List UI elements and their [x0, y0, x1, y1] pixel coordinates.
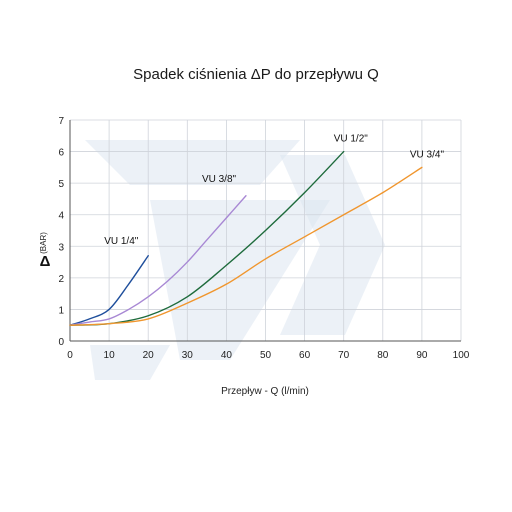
y-tick-label: 3	[58, 242, 64, 253]
y-tick-label: 7	[58, 116, 64, 127]
x-tick-label: 100	[453, 350, 470, 361]
series-label: VU 3/4"	[410, 149, 445, 160]
x-tick-label: 60	[299, 350, 311, 361]
x-tick-label: 10	[104, 350, 116, 361]
y-tick-label: 0	[58, 337, 64, 348]
series-line	[69, 166, 423, 326]
x-tick-label: 20	[143, 350, 155, 361]
series-label: VU 3/8"	[202, 174, 237, 185]
x-tick-label: 30	[182, 350, 194, 361]
y-tick-label: 6	[58, 148, 64, 159]
x-tick-label: 80	[377, 350, 389, 361]
y-tick-label: 1	[58, 305, 64, 316]
series-line	[69, 255, 149, 326]
chart-title: Spadek ciśnienia ΔP do przepływu Q	[133, 66, 379, 83]
y-axis-label: Δ (BAR)	[39, 232, 51, 270]
x-tick-label: 70	[338, 350, 350, 361]
series-line	[69, 195, 247, 326]
x-axis-label: Przepływ - Q (l/min)	[221, 386, 309, 397]
x-tick-label: 0	[67, 350, 73, 361]
x-tick-label: 50	[260, 350, 272, 361]
x-tick-label: 40	[221, 350, 233, 361]
series-label: VU 1/4"	[104, 236, 139, 247]
series-label: VU 1/2"	[334, 134, 369, 145]
y-tick-label: 5	[58, 179, 64, 190]
x-tick-label: 90	[416, 350, 428, 361]
y-tick-label: 2	[58, 274, 64, 285]
y-tick-label: 4	[58, 211, 64, 222]
y-axis-symbol: Δ	[40, 253, 51, 270]
y-axis-unit: (BAR)	[39, 232, 48, 254]
